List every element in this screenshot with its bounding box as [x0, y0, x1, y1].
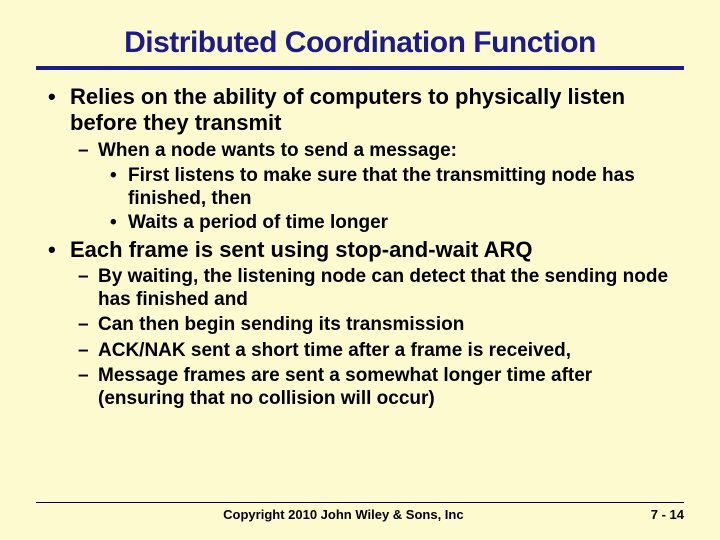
- bullet-level3: Waits a period of time longer: [36, 212, 684, 234]
- bullet-level2: Can then begin sending its transmission: [36, 314, 684, 336]
- page-number: 7 - 14: [651, 507, 684, 522]
- slide: Distributed Coordination Function Relies…: [0, 0, 720, 540]
- bullet-level2: ACK/NAK sent a short time after a frame …: [36, 340, 684, 362]
- bullet-level2: When a node wants to send a message:: [36, 140, 684, 162]
- bullet-level1: Relies on the ability of computers to ph…: [36, 84, 684, 136]
- bullet-level2: Message frames are sent a somewhat longe…: [36, 365, 684, 410]
- slide-title: Distributed Coordination Function: [36, 26, 684, 70]
- slide-body: Relies on the ability of computers to ph…: [36, 84, 684, 410]
- footer-line: Copyright 2010 John Wiley & Sons, Inc 7 …: [36, 502, 684, 522]
- copyright-text: Copyright 2010 John Wiley & Sons, Inc: [36, 507, 651, 522]
- bullet-level1: Each frame is sent using stop-and-wait A…: [36, 237, 684, 263]
- bullet-level3: First listens to make sure that the tran…: [36, 165, 684, 210]
- bullet-level2: By waiting, the listening node can detec…: [36, 266, 684, 311]
- slide-footer: Copyright 2010 John Wiley & Sons, Inc 7 …: [36, 502, 684, 522]
